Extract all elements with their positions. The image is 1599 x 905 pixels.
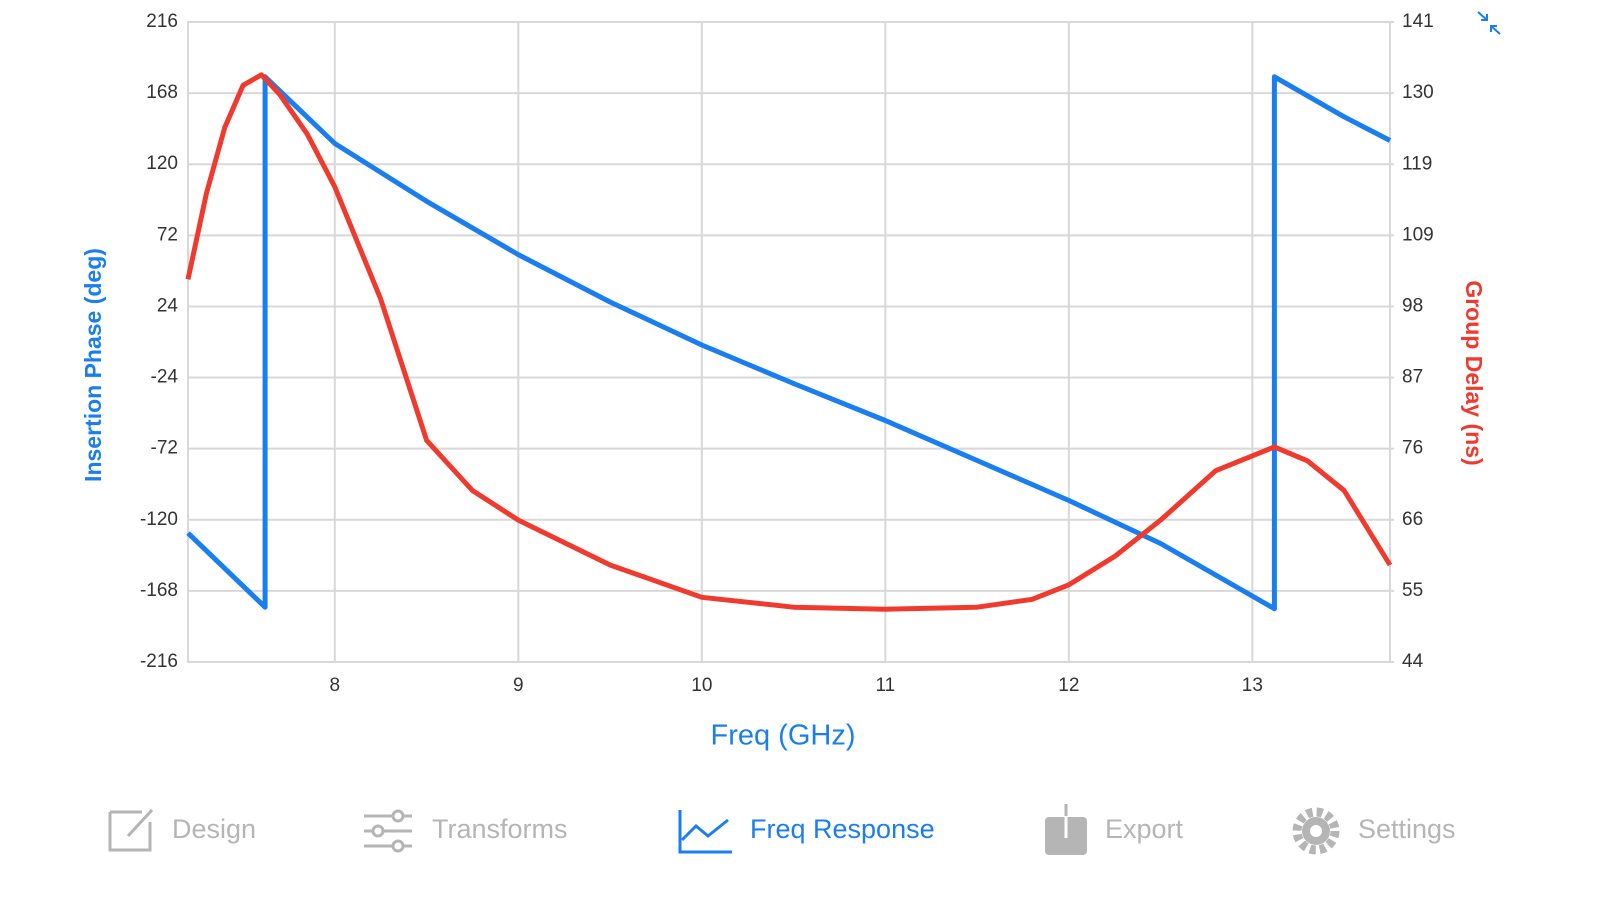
collapse-icon[interactable]	[1477, 11, 1501, 35]
y2-tick-label: 87	[1402, 367, 1423, 388]
series-line	[186, 74, 1392, 612]
y-tick-label: 168	[146, 82, 178, 103]
y-tick-label: 24	[157, 295, 179, 316]
tab-transforms[interactable]: Transforms	[364, 809, 568, 853]
y2-tick-label: 98	[1402, 295, 1423, 316]
y2-axis-title: Group Delay (ns)	[1461, 280, 1487, 465]
y2-tick-label: 44	[1402, 651, 1424, 672]
x-axis-title: Freq (GHz)	[711, 720, 856, 752]
x-tick-label: 9	[513, 675, 524, 696]
y-tick-label: 216	[146, 11, 178, 32]
x-tick-label: 10	[691, 675, 712, 696]
tab-freq-response[interactable]: Freq Response	[678, 810, 935, 854]
tab-design[interactable]: Design	[108, 808, 256, 852]
x-tick-label: 11	[875, 675, 895, 696]
y-tick-label: 72	[157, 224, 178, 245]
y2-tick-label: 76	[1402, 438, 1423, 459]
y2-tick-label: 119	[1402, 153, 1432, 174]
x-tick-label: 8	[330, 675, 341, 696]
y2-tick-label: 66	[1402, 509, 1423, 530]
y2-tick-label: 55	[1402, 580, 1423, 601]
tab-label[interactable]: Design	[172, 814, 256, 844]
tab-settings[interactable]: Settings	[1292, 807, 1456, 855]
x-tick-label: 12	[1058, 675, 1079, 696]
y2-tick-label: 130	[1402, 82, 1434, 103]
tab-label[interactable]: Export	[1105, 814, 1184, 844]
y-tick-label: -168	[140, 580, 178, 601]
plot: -216 -168 -120 -72 -24 24 72 120 168 216 44 55 66 76 8…	[140, 11, 1434, 696]
y-tick-label: 120	[146, 153, 178, 174]
y-tick-label: -72	[151, 438, 178, 459]
y-axis-title: Insertion Phase (deg)	[80, 248, 106, 482]
tab-export[interactable]: Export	[1045, 801, 1184, 855]
plot-frame	[187, 21, 1391, 663]
series-line	[185, 72, 1393, 612]
y-tick-label: -24	[151, 367, 179, 388]
tab-label[interactable]: Settings	[1358, 814, 1456, 844]
y-tick-label: -216	[140, 651, 178, 672]
y2-tick-label: 141	[1402, 11, 1434, 32]
tab-label[interactable]: Transforms	[432, 814, 568, 844]
tab-label[interactable]: Freq Response	[750, 814, 935, 844]
x-tick-label: 13	[1242, 675, 1263, 696]
y2-tick-label: 109	[1402, 224, 1434, 245]
y-tick-label: -120	[140, 509, 178, 530]
